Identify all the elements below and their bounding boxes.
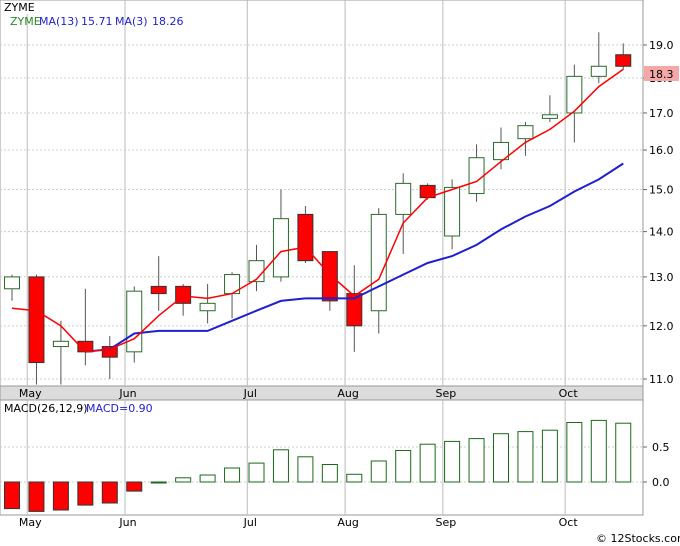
candle-body bbox=[150, 285, 167, 295]
price-panel-frame bbox=[0, 0, 644, 387]
price-x-label: Jul bbox=[243, 387, 257, 400]
price-y-tick-label: 16.0 bbox=[649, 144, 674, 157]
macd-x-label: Jul bbox=[243, 516, 257, 529]
macd-bar bbox=[199, 474, 216, 483]
price-y-tick-label: 11.0 bbox=[649, 373, 674, 386]
price-x-label: Sep bbox=[436, 387, 457, 400]
candle-body bbox=[126, 290, 143, 353]
macd-bar bbox=[126, 481, 143, 492]
price-y-tick-label: 17.0 bbox=[649, 107, 674, 120]
candle-body bbox=[615, 54, 632, 67]
price-x-label: May bbox=[19, 387, 42, 400]
legend-ma13-label: MA(13) bbox=[39, 15, 79, 28]
macd-x-label: Jun bbox=[118, 516, 136, 529]
price-panel: 11.012.013.014.015.016.017.018.019.0 May… bbox=[0, 0, 679, 401]
macd-y-tick-labels: 0.5 0.0 bbox=[643, 441, 670, 489]
price-axis-strip bbox=[0, 385, 644, 401]
macd-bar bbox=[224, 467, 241, 483]
macd-bar bbox=[4, 481, 20, 510]
price-y-tick-label: 19.0 bbox=[649, 39, 674, 52]
macd-bar bbox=[175, 477, 192, 483]
macd-bar bbox=[28, 481, 45, 512]
price-x-label: Aug bbox=[337, 387, 358, 400]
ma13-line bbox=[85, 162, 624, 353]
macd-bar bbox=[272, 449, 289, 483]
candle-body bbox=[4, 276, 20, 290]
legend-ticker-box bbox=[3, 1, 47, 14]
price-y-tick-label: 12.0 bbox=[649, 320, 674, 333]
candle-body bbox=[321, 251, 338, 302]
candle-body bbox=[101, 346, 118, 358]
candle-body bbox=[28, 276, 45, 364]
candle-body bbox=[272, 218, 289, 278]
candle-body bbox=[52, 340, 69, 348]
macd-bar bbox=[101, 481, 118, 504]
macd-bar bbox=[248, 462, 265, 483]
macd-bar bbox=[444, 440, 461, 483]
candle-body bbox=[493, 141, 509, 161]
macd-bar bbox=[419, 443, 436, 483]
price-y-tick-label: 13.0 bbox=[649, 271, 674, 284]
macd-x-label: Oct bbox=[559, 516, 579, 529]
price-y-tick-label: 15.0 bbox=[649, 183, 674, 196]
macd-bar bbox=[517, 431, 534, 483]
last-price-tag bbox=[644, 66, 679, 81]
macd-x-label: May bbox=[19, 516, 42, 529]
candle-body bbox=[566, 75, 583, 114]
watermark: © 12Stocks.com bbox=[596, 532, 680, 545]
macd-x-labels: May Jun Jul Aug Sep Oct bbox=[19, 516, 578, 529]
macd-bar bbox=[493, 433, 509, 483]
macd-bar bbox=[395, 450, 412, 483]
price-x-label: Oct bbox=[559, 387, 579, 400]
legend-ticker-prefix: ZYME bbox=[10, 15, 41, 28]
macd-bars bbox=[4, 419, 632, 512]
price-x-label: Jun bbox=[118, 387, 136, 400]
candles bbox=[4, 32, 632, 385]
macd-bar bbox=[77, 481, 94, 506]
candle-body bbox=[346, 293, 363, 327]
macd-bar bbox=[541, 429, 558, 483]
macd-grid bbox=[0, 400, 643, 515]
macd-bar bbox=[297, 456, 314, 483]
macd-x-label: Aug bbox=[337, 516, 358, 529]
candle-body bbox=[370, 213, 387, 312]
candle-body bbox=[395, 182, 412, 215]
legend-ma3-label: MA(3) bbox=[115, 15, 148, 28]
last-price-label: 18.3 bbox=[649, 68, 674, 81]
ma3-line bbox=[11, 68, 624, 353]
macd-bar bbox=[370, 460, 387, 483]
candle-body bbox=[297, 213, 314, 262]
candle-body bbox=[444, 186, 461, 237]
macd-x-label: Sep bbox=[436, 516, 457, 529]
macd-bar bbox=[566, 422, 583, 483]
candle-body bbox=[199, 302, 216, 312]
macd-y-tick-label: 0.0 bbox=[652, 476, 670, 489]
macd-bar bbox=[468, 438, 485, 483]
legend-ticker: ZYME bbox=[4, 1, 35, 14]
macd-panel: 0.50.0 May Jun Jul Aug Sep Oct MACD(26,12,9) … bbox=[0, 399, 670, 529]
price-y-tick-label: 14.0 bbox=[649, 226, 674, 239]
macd-bar bbox=[150, 481, 167, 484]
candle-body bbox=[590, 65, 607, 77]
macd-bar bbox=[346, 473, 363, 483]
macd-y-tick-label: 0.5 bbox=[652, 441, 670, 454]
legend-ma3-value: 18.26 bbox=[152, 15, 184, 28]
candle-body bbox=[468, 157, 485, 195]
macd-bar bbox=[52, 481, 69, 511]
macd-bar bbox=[321, 464, 338, 483]
candle-body bbox=[517, 125, 534, 140]
macd-bar bbox=[615, 422, 632, 483]
macd-legend-label: MACD(26,12,9) bbox=[4, 402, 88, 415]
macd-bar bbox=[590, 419, 607, 483]
legend-ma13-value: 15.71 bbox=[81, 15, 113, 28]
candle-body bbox=[541, 114, 558, 119]
price-x-labels: May Jun Jul Aug Sep Oct bbox=[19, 387, 578, 400]
macd-legend-value: MACD=0.90 bbox=[86, 402, 153, 415]
price-y-tick-labels: 11.012.013.014.015.016.017.018.019.0 bbox=[643, 39, 674, 386]
